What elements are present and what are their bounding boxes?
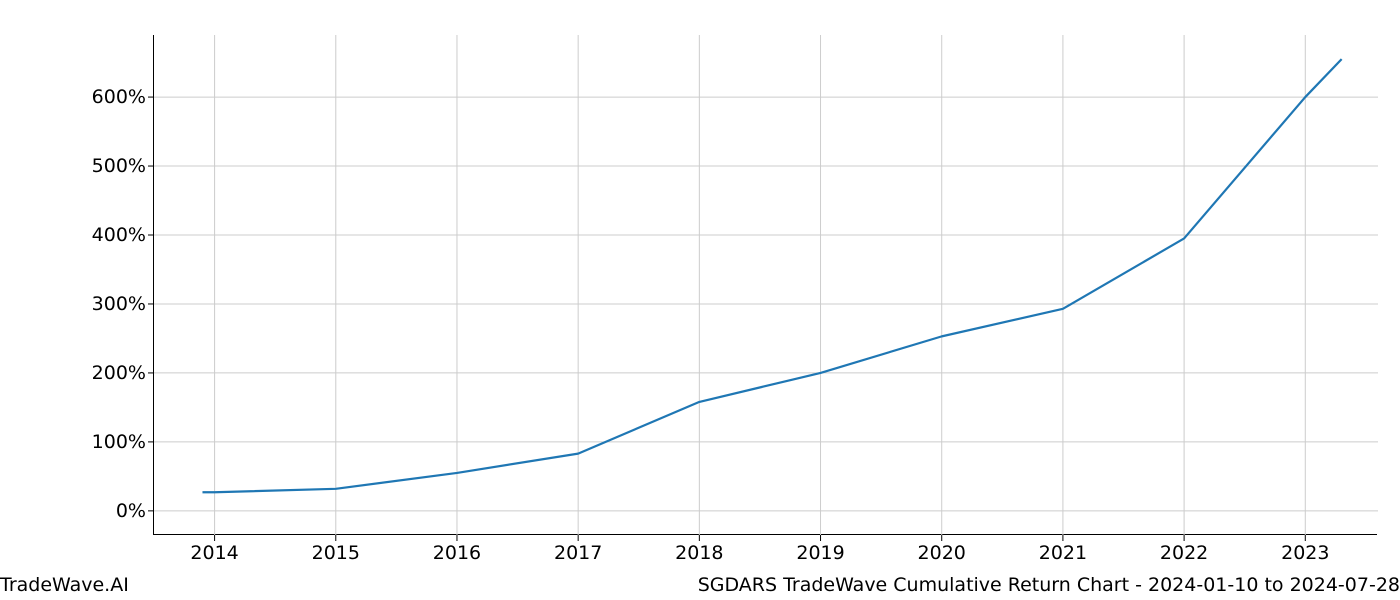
plot-svg [154,35,1378,535]
x-tick-label: 2017 [554,534,602,564]
figure: 2014 2015 2016 2017 2018 2019 2020 2021 2022 2023… [0,0,1400,600]
x-tick-label: 2018 [675,534,723,564]
y-tick-label: 500% [92,155,154,177]
x-tick-label: 2014 [190,534,238,564]
x-tick-label: 2019 [796,534,844,564]
x-tick-label: 2016 [433,534,481,564]
y-tick-label: 100% [92,431,154,453]
y-tick-label: 300% [92,293,154,315]
y-tick-label: 400% [92,224,154,246]
y-tick-label: 200% [92,362,154,384]
plot-area: 2014201520162017201820192020202120222023… [153,35,1377,535]
y-tick-label: 0% [116,500,154,522]
y-tick-label: 600% [92,86,154,108]
footer-right-label: SGDARS TradeWave Cumulative Return Chart… [698,574,1400,596]
x-tick-label: 2022 [1160,534,1208,564]
footer-left-label: TradeWave.AI [0,574,129,596]
x-tick-label: 2023 [1281,534,1329,564]
x-tick-label: 2015 [312,534,360,564]
x-tick-label: 2021 [1039,534,1087,564]
x-tick-label: 2020 [918,534,966,564]
data-line [202,59,1341,492]
